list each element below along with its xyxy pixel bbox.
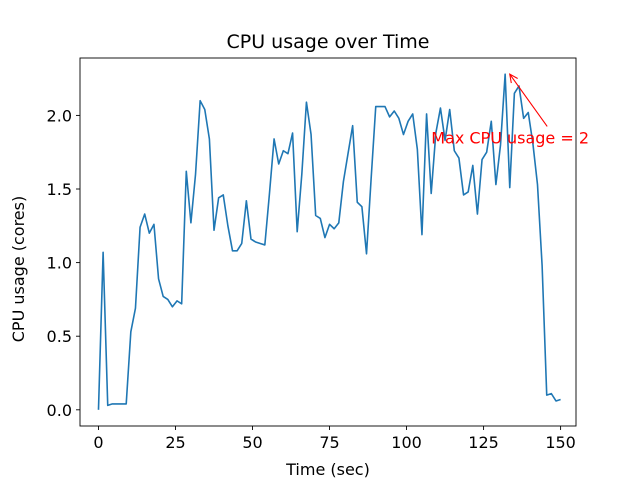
y-axis-label: CPU usage (cores) [9,196,28,342]
x-tick-label: 0 [93,433,103,452]
cpu-usage-line-0 [97,73,561,410]
annotation-arrowhead [509,73,518,84]
x-axis-label: Time (sec) [285,460,370,479]
x-tick-label: 125 [468,433,499,452]
x-tick-label: 50 [242,433,262,452]
y-tick-label: 1.0 [47,254,72,273]
chart-title: CPU usage over Time [227,31,430,53]
x-tick-label: 75 [319,433,339,452]
x-tick-label: 100 [391,433,422,452]
axes-frame [79,57,577,427]
y-tick-label: 1.5 [47,180,72,199]
y-tick-label: 2.0 [47,106,72,125]
annotation-arrow [509,73,548,127]
x-tick-label: 25 [165,433,185,452]
y-tick-label: 0.0 [47,401,72,420]
y-tick-label: 0.5 [47,327,72,346]
x-tick-label: 150 [545,433,576,452]
annotation-text: Max CPU usage = 2 [431,128,589,147]
plot-area: 0 25 50 75 100 125 150 0.0 0.5 1.0 1.5 2.0 [47,57,577,452]
